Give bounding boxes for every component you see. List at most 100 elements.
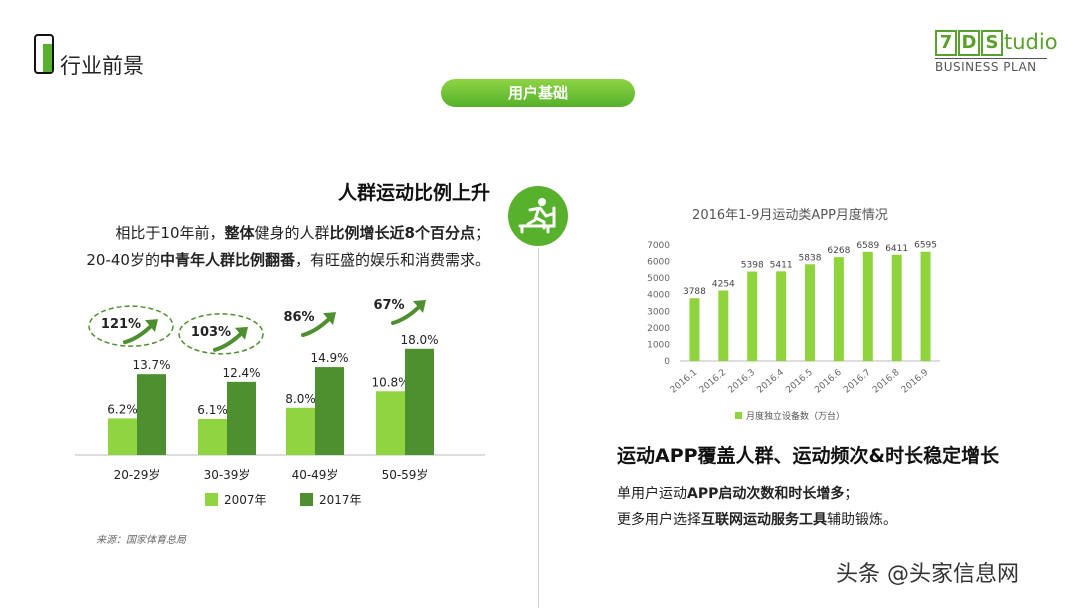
bar-2007-3 xyxy=(376,391,405,455)
app-bar-6 xyxy=(862,251,873,361)
app-x-tick-7: 2016.8 xyxy=(871,367,902,395)
right-line2-a: 更多用户选择 xyxy=(617,512,701,528)
app-x-tick-2: 2016.3 xyxy=(727,368,758,396)
bar-label-0-1: 6.1% xyxy=(197,403,228,417)
x-tick-label-2: 40-49岁 xyxy=(292,467,339,482)
growth-label-1: 103% xyxy=(191,325,231,340)
section-pill: 用户基础 xyxy=(441,79,635,107)
app-legend-swatch xyxy=(735,412,742,419)
y-tick-label-1: 1000 xyxy=(647,340,670,350)
legend-swatch-1 xyxy=(300,493,313,506)
y-tick-label-3: 3000 xyxy=(647,307,670,317)
growth-arrowhead-0 xyxy=(145,319,158,333)
left-body: 相比于10年前，整体健身的人群比例增长近8个百分点； 20-40岁的中青年人群比… xyxy=(30,220,490,274)
brand-rest: tudio xyxy=(1004,30,1058,54)
y-tick-label-2: 2000 xyxy=(647,324,670,334)
growth-label-0: 121% xyxy=(101,317,141,332)
source-note: 来源：国家体育总局 xyxy=(96,535,186,546)
app-x-tick-6: 2016.7 xyxy=(842,368,873,396)
app-bar-5 xyxy=(833,257,844,361)
x-tick-label-0: 20-29岁 xyxy=(114,467,161,482)
header-logo-icon xyxy=(34,34,54,74)
y-tick-label-4: 4000 xyxy=(647,291,670,301)
page-title: 行业前景 xyxy=(60,54,144,78)
app-bar-label-0: 3788 xyxy=(683,287,706,297)
app-bar-label-5: 6268 xyxy=(827,246,850,256)
legend-label-1: 2017年 xyxy=(319,493,362,507)
app-bar-1 xyxy=(718,290,729,361)
y-tick-label-6: 6000 xyxy=(647,258,670,268)
right-line1-b: APP启动次数和时长增多 xyxy=(687,486,845,502)
app-x-tick-0: 2016.1 xyxy=(669,368,700,396)
app-bar-label-8: 6595 xyxy=(914,241,937,251)
brand-box-2: D xyxy=(958,30,980,56)
bar-2017-0 xyxy=(137,374,166,455)
brand-box-1: 7 xyxy=(935,30,957,56)
bar-label-0-2: 8.0% xyxy=(285,392,316,406)
y-tick-label-0: 0 xyxy=(664,357,670,367)
right-line1-c: ； xyxy=(844,486,859,502)
app-bar-label-3: 5411 xyxy=(770,260,793,270)
app-bar-7 xyxy=(891,254,902,361)
app-x-tick-5: 2016.6 xyxy=(813,367,844,395)
growth-ellipse-0 xyxy=(88,305,174,347)
left-line2-b: 中青年人群比例翻番 xyxy=(159,251,295,269)
app-bar-label-1: 4254 xyxy=(712,280,735,290)
app-x-tick-3: 2016.4 xyxy=(755,367,786,395)
right-heading: 运动APP覆盖人群、运动频次&时长稳定增长 xyxy=(617,445,1000,467)
left-line1-b: 整体 xyxy=(224,224,255,242)
bar-label-0-0: 6.2% xyxy=(107,402,138,416)
bar-2017-1 xyxy=(227,381,256,455)
app-x-tick-4: 2016.5 xyxy=(784,368,815,396)
center-divider xyxy=(538,248,539,608)
app-bar-label-6: 6589 xyxy=(856,241,879,251)
left-line2-c: ，有旺盛的娱乐和消费需求。 xyxy=(294,251,490,269)
brand-box-3: S xyxy=(981,30,1003,56)
bar-2017-3 xyxy=(405,348,434,455)
bar-2007-1 xyxy=(198,419,227,455)
bar-2017-2 xyxy=(315,367,344,455)
bar-label-1-1: 12.4% xyxy=(222,366,260,380)
age-group-bar-chart: 6.2% 13.7% 20-29岁 121% 6.1% 12.4% 30-39岁 103% 8.… xyxy=(75,298,485,507)
app-monthly-bar-chart: 2016年1-9月运动类APP月度情况 0 1000 2000 3000 4000 5000… xyxy=(647,207,940,422)
app-legend-label: 月度独立设备数（万台） xyxy=(746,410,845,422)
app-bar-label-2: 5398 xyxy=(741,261,764,271)
app-bar-label-4: 5838 xyxy=(799,253,822,263)
right-body: 单用户运动APP启动次数和时长增多； 更多用户选择互联网运动服务工具辅助锻炼。 xyxy=(617,481,897,533)
right-chart-title: 2016年1-9月运动类APP月度情况 xyxy=(692,207,888,223)
app-bar-0 xyxy=(689,298,700,361)
x-tick-label-3: 50-59岁 xyxy=(382,467,429,482)
growth-label-2: 86% xyxy=(283,310,314,325)
right-line2-b: 互联网运动服务工具 xyxy=(701,512,827,528)
growth-arrowhead-2 xyxy=(323,312,336,326)
brand-subtitle: BUSINESS PLAN xyxy=(935,60,1037,74)
watermark: 头条 @头家信息网 xyxy=(836,562,1019,587)
app-bar-4 xyxy=(805,264,815,361)
left-heading: 人群运动比例上升 xyxy=(337,182,490,204)
y-tick-label-7: 7000 xyxy=(647,241,670,251)
bar-label-0-3: 10.8% xyxy=(371,375,409,389)
right-line2-c: 辅助锻炼。 xyxy=(827,512,897,528)
app-bar-label-7: 6411 xyxy=(885,244,908,254)
legend-swatch-0 xyxy=(205,493,218,506)
growth-arrowhead-3 xyxy=(413,300,426,313)
left-line1-a: 相比于10年前， xyxy=(115,224,225,242)
app-x-tick-1: 2016.2 xyxy=(698,368,729,396)
left-line1-e: ； xyxy=(474,224,490,242)
left-line2-a: 20-40岁的 xyxy=(86,251,160,269)
legend-label-0: 2007年 xyxy=(224,493,267,507)
bar-label-1-0: 13.7% xyxy=(132,358,170,372)
y-tick-label-5: 5000 xyxy=(647,274,670,284)
x-tick-label-1: 30-39岁 xyxy=(204,467,251,482)
app-x-tick-8: 2016.9 xyxy=(900,367,931,395)
growth-label-3: 67% xyxy=(373,298,404,313)
growth-ellipse-1 xyxy=(178,313,264,355)
app-bar-8 xyxy=(920,251,931,361)
bar-label-1-3: 18.0% xyxy=(400,333,438,347)
bar-2007-2 xyxy=(286,407,315,455)
right-line1-a: 单用户运动 xyxy=(617,486,687,502)
left-line1-d: 比例增长近8个百分点 xyxy=(329,224,475,242)
app-bar-3 xyxy=(776,271,787,361)
growth-arrowhead-1 xyxy=(235,326,248,340)
